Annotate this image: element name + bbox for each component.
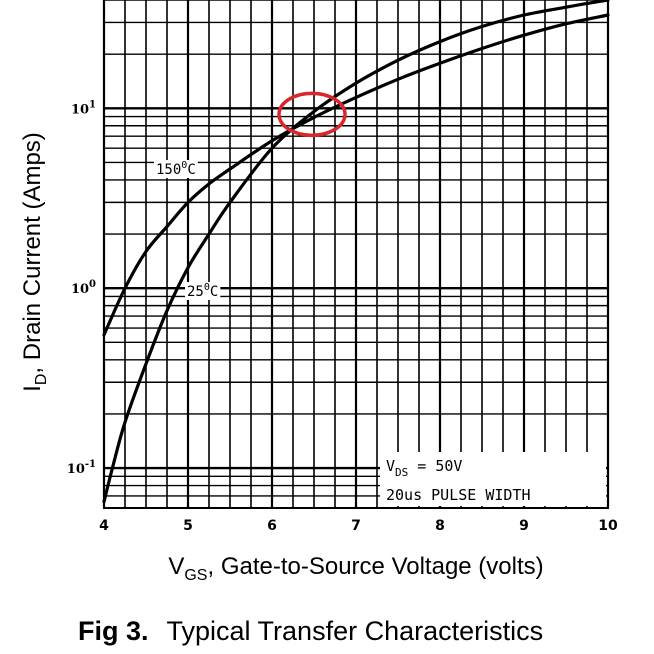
x-axis-label-main: V — [168, 553, 184, 580]
y-tick-label: 10-1 — [67, 459, 96, 477]
x-axis-label-sub: GS — [184, 567, 207, 584]
x-tick-label: 9 — [519, 518, 529, 534]
series-label-150c: 1500C — [154, 160, 198, 178]
x-axis-label-rest: , Gate-to-Source Voltage (volts) — [207, 553, 543, 580]
y-axis-label-sub: D — [33, 374, 50, 386]
y-axis-label-main: I — [19, 385, 46, 392]
series-25c-unit: C — [210, 284, 218, 300]
x-tick-label: 8 — [435, 518, 445, 534]
series-label-25c: 250C — [185, 282, 220, 300]
x-tick-label: 10 — [598, 518, 618, 534]
series-150c-name: 150 — [156, 162, 181, 178]
y-tick-label: 100 — [71, 279, 96, 297]
annotation-vds-rest: = 50V — [408, 457, 462, 475]
series-25c-name: 25 — [187, 284, 204, 300]
y-axis-label-rest: , Drain Current (Amps) — [19, 132, 46, 373]
y-tick-label: 101 — [71, 99, 96, 117]
figure-number: Fig 3. — [78, 616, 149, 646]
x-tick-label: 5 — [183, 518, 193, 534]
x-tick-label: 6 — [267, 518, 277, 534]
annotation-vds-main: V — [386, 457, 395, 475]
svg-text:250C: 250C — [187, 282, 218, 300]
y-axis-label: ID, Drain Current (Amps) — [19, 132, 50, 392]
annotation-vds-sub: DS — [395, 466, 408, 479]
figure-caption: Fig 3. Typical Transfer Characteristics — [78, 616, 543, 646]
grid — [104, 0, 608, 508]
annotation-pulse-width: 20us PULSE WIDTH — [386, 486, 531, 504]
series-150c-unit: C — [187, 162, 195, 178]
x-axis-label: VGS, Gate-to-Source Voltage (volts) — [168, 553, 543, 584]
svg-text:1500C: 1500C — [156, 160, 196, 178]
x-tick-label: 7 — [351, 518, 361, 534]
figure-title: Typical Transfer Characteristics — [167, 616, 544, 646]
x-tick-label: 4 — [99, 518, 109, 534]
